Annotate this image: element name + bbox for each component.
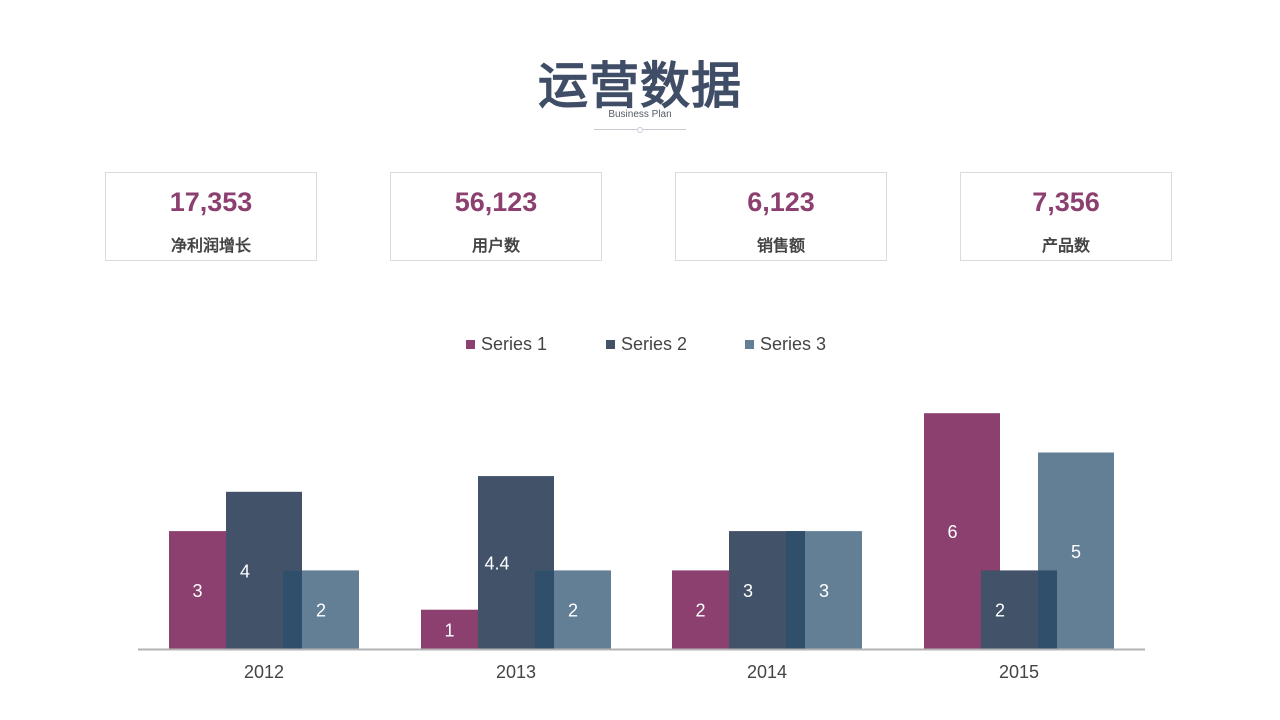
kpi-value: 7,356 [1032, 187, 1100, 217]
legend-swatch-series-2 [606, 339, 615, 349]
legend-item-series-1: Series 1 [466, 332, 547, 356]
data-label-2012-series-3: 2 [316, 601, 326, 621]
data-labels-layer: 3 4 2 1 4.4 2 2 3 3 6 2 5 [192, 522, 1081, 640]
x-tick-label-2012: 2012 [244, 662, 284, 682]
data-label-2014-series-1: 2 [695, 601, 705, 621]
kpi-label: 净利润增长 [170, 236, 251, 255]
data-label-2015-series-3: 5 [1071, 542, 1081, 562]
bar-overlap-2014 [786, 531, 805, 649]
title-divider-dot [637, 127, 643, 133]
kpi-label: 产品数 [1041, 236, 1090, 255]
x-tick-label-2013: 2013 [496, 662, 536, 682]
legend-swatch-series-1 [466, 339, 475, 349]
kpi-value: 6,123 [747, 187, 815, 217]
data-label-2015-series-1: 6 [947, 522, 957, 542]
kpi-value: 56,123 [454, 187, 538, 217]
kpi-card-sales: 6,123 销售额 [675, 172, 887, 261]
x-tick-label-2015: 2015 [999, 662, 1039, 682]
kpi-label: 销售额 [756, 236, 805, 255]
kpi-card-products: 7,356 产品数 [960, 172, 1172, 261]
bar-overlap-2013 [535, 570, 554, 649]
bar-overlap-2015 [1038, 570, 1057, 649]
data-label-2014-series-3: 3 [819, 581, 829, 601]
legend-label: Series 3 [760, 333, 827, 354]
page-title: 运营数据 [538, 57, 742, 115]
chart-legend: Series 1 Series 2 Series 3 [0, 332, 1280, 356]
data-label-2015-series-2: 2 [995, 601, 1005, 621]
legend-item-series-2: Series 2 [606, 332, 687, 356]
legend-swatch-series-3 [745, 339, 754, 349]
data-label-2013-series-3: 2 [568, 601, 578, 621]
kpi-label: 用户数 [471, 236, 520, 255]
page-subtitle: Business Plan [608, 109, 672, 120]
data-label-2012-series-1: 3 [192, 581, 202, 601]
bar-overlap-2012 [283, 570, 302, 649]
legend-item-series-3: Series 3 [745, 332, 826, 356]
x-tick-label-2014: 2014 [747, 662, 787, 682]
kpi-card-net-profit: 17,353 净利润增长 [105, 172, 317, 261]
legend-label: Series 1 [481, 333, 548, 354]
overlap-layer [283, 531, 1057, 649]
data-label-2012-series-2: 4 [240, 561, 250, 581]
legend-label: Series 2 [621, 333, 688, 354]
data-label-2014-series-2: 3 [743, 581, 753, 601]
bars-layer [169, 413, 1114, 649]
data-label-2013-series-2: 4.4 [484, 554, 509, 574]
data-label-2013-series-1: 1 [444, 620, 454, 640]
kpi-card-users: 56,123 用户数 [390, 172, 602, 261]
kpi-value: 17,353 [169, 187, 253, 217]
